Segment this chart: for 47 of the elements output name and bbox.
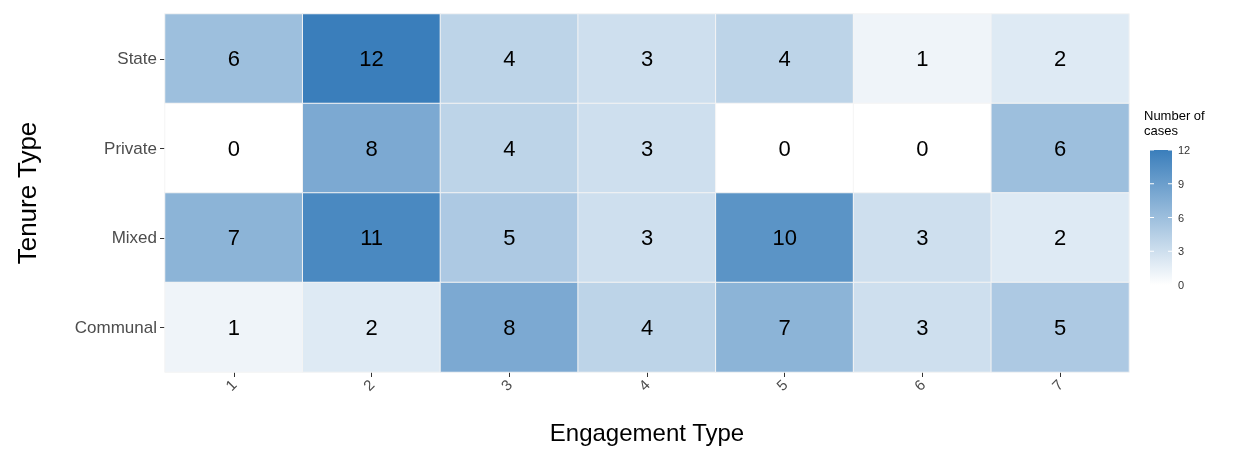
x-tick-label: 6 bbox=[910, 375, 929, 394]
data-label: 0 bbox=[227, 135, 240, 161]
x-tick-label: 1 bbox=[221, 375, 240, 394]
data-label: 6 bbox=[227, 46, 240, 72]
data-label: 2 bbox=[1054, 46, 1067, 72]
color-bar-label: 6 bbox=[1178, 211, 1185, 224]
data-label: 2 bbox=[365, 314, 378, 340]
data-label: 4 bbox=[640, 314, 654, 340]
data-label: 5 bbox=[503, 225, 516, 251]
data-label: 7 bbox=[227, 225, 240, 251]
data-label: 0 bbox=[916, 135, 929, 161]
color-bar-label: 12 bbox=[1178, 144, 1191, 156]
data-label: 8 bbox=[503, 314, 516, 340]
x-tick-label: 7 bbox=[1048, 375, 1067, 394]
x-tick-label: 4 bbox=[635, 375, 654, 394]
data-label: 4 bbox=[778, 46, 791, 72]
y-axis-title: Tenure Type bbox=[12, 121, 42, 265]
color-bar-title: Number of cases bbox=[1144, 108, 1209, 138]
y-tick-label: State bbox=[117, 49, 157, 69]
data-label: 4 bbox=[503, 46, 516, 72]
data-label: 3 bbox=[916, 314, 929, 340]
data-label: 4 bbox=[503, 135, 516, 161]
color-bar-label: 9 bbox=[1178, 177, 1185, 190]
data-label: 12 bbox=[359, 46, 384, 72]
data-label: 6 bbox=[1054, 135, 1067, 161]
data-label: 3 bbox=[640, 225, 654, 251]
x-axis-title: Engagement Type bbox=[549, 418, 745, 446]
x-tick-label: 2 bbox=[359, 375, 378, 394]
y-tick-label: Mixed bbox=[111, 228, 157, 248]
data-label: 7 bbox=[778, 314, 791, 340]
data-label: 5 bbox=[1054, 314, 1067, 340]
data-label: 8 bbox=[365, 135, 378, 161]
data-label: 11 bbox=[360, 225, 383, 251]
data-label: 2 bbox=[1054, 225, 1067, 251]
data-label: 3 bbox=[640, 135, 654, 161]
data-label: 1 bbox=[227, 314, 240, 340]
data-label: 1 bbox=[916, 46, 929, 72]
y-tick-label: Communal bbox=[74, 317, 157, 337]
y-tick-label: Private bbox=[104, 138, 157, 158]
x-tick-label: 5 bbox=[772, 375, 791, 394]
color-bar-label: 3 bbox=[1178, 245, 1185, 258]
data-label: 10 bbox=[772, 225, 797, 251]
data-label: 3 bbox=[640, 46, 654, 72]
x-tick-label: 3 bbox=[497, 375, 516, 394]
data-label: 3 bbox=[916, 225, 929, 251]
data-label: 0 bbox=[778, 135, 791, 161]
color-bar-label: 0 bbox=[1178, 279, 1185, 291]
